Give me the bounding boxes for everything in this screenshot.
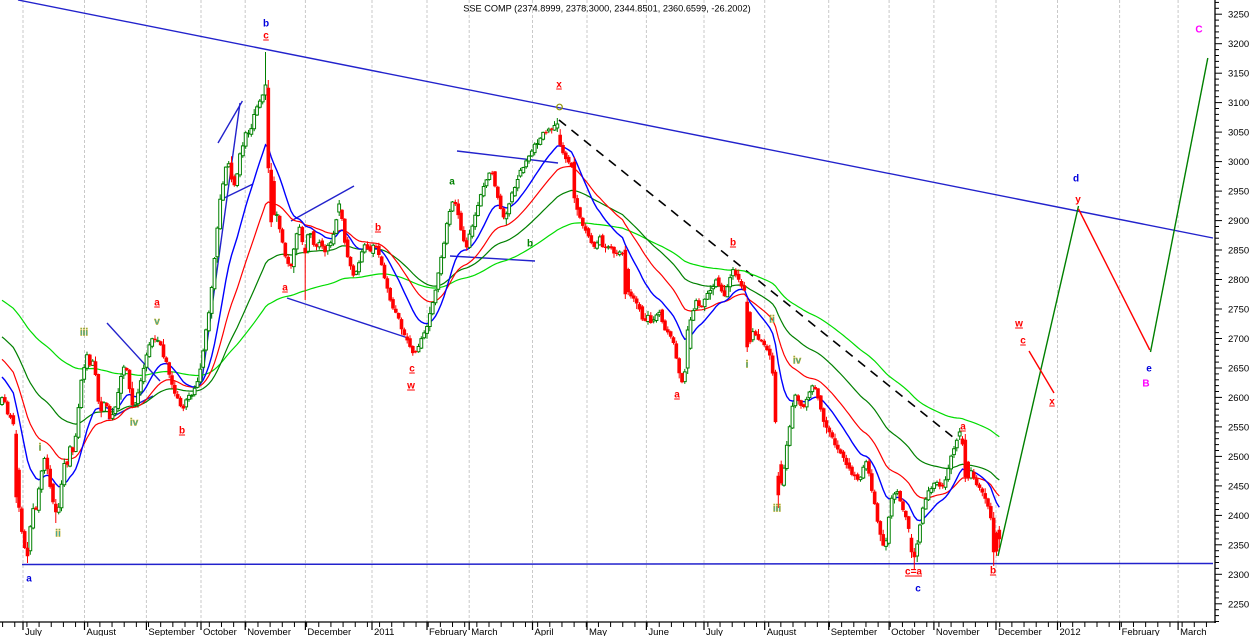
svg-text:December: December: [307, 627, 351, 636]
svg-text:September: September: [831, 627, 877, 636]
svg-text:c: c: [1020, 336, 1026, 347]
svg-text:2400: 2400: [1228, 511, 1249, 522]
svg-text:iv: iv: [130, 418, 139, 429]
svg-text:September: September: [148, 627, 194, 636]
svg-text:b: b: [263, 19, 269, 30]
svg-text:c: c: [915, 584, 921, 595]
svg-text:February: February: [429, 627, 467, 636]
svg-text:2500: 2500: [1228, 452, 1249, 463]
svg-text:2250: 2250: [1228, 599, 1249, 610]
svg-text:y: y: [1075, 195, 1081, 206]
svg-text:iv: iv: [793, 356, 802, 367]
svg-text:d: d: [1073, 174, 1079, 185]
svg-text:e: e: [1146, 364, 1152, 375]
svg-text:c: c: [263, 31, 269, 42]
svg-text:3050: 3050: [1228, 128, 1249, 139]
svg-text:3150: 3150: [1228, 69, 1249, 80]
svg-text:August: August: [767, 627, 797, 636]
svg-text:i: i: [746, 360, 749, 371]
svg-text:May: May: [589, 627, 607, 636]
svg-text:a: a: [154, 298, 160, 309]
svg-text:April: April: [535, 627, 554, 636]
svg-text:2850: 2850: [1228, 246, 1249, 257]
svg-text:b: b: [375, 223, 381, 234]
svg-text:2300: 2300: [1228, 570, 1249, 581]
svg-text:3000: 3000: [1228, 157, 1249, 168]
svg-text:3250: 3250: [1228, 10, 1249, 21]
svg-text:July: July: [706, 627, 723, 636]
svg-text:iii: iii: [80, 328, 89, 339]
svg-text:November: November: [936, 627, 980, 636]
svg-text:2650: 2650: [1228, 364, 1249, 375]
svg-text:b: b: [527, 239, 533, 250]
svg-text:2550: 2550: [1228, 422, 1249, 433]
svg-text:b: b: [990, 566, 996, 577]
svg-text:2011: 2011: [374, 627, 394, 636]
svg-text:C: C: [1195, 25, 1202, 36]
svg-text:B: B: [1142, 379, 1149, 390]
svg-text:2750: 2750: [1228, 305, 1249, 316]
svg-text:v: v: [154, 317, 160, 328]
svg-text:December: December: [998, 627, 1042, 636]
svg-text:March: March: [471, 627, 497, 636]
svg-text:ii: ii: [55, 529, 61, 540]
svg-text:i: i: [39, 443, 42, 454]
svg-text:x: x: [556, 80, 562, 91]
svg-text:November: November: [247, 627, 291, 636]
svg-text:March: March: [1180, 627, 1206, 636]
svg-text:June: June: [648, 627, 669, 636]
svg-text:2900: 2900: [1228, 216, 1249, 227]
svg-text:February: February: [1122, 627, 1160, 636]
svg-text:2800: 2800: [1228, 275, 1249, 286]
svg-text:2600: 2600: [1228, 393, 1249, 404]
svg-text:SSE COMP (2374.8999, 2378.3000: SSE COMP (2374.8999, 2378.3000, 2344.850…: [463, 4, 750, 14]
svg-text:2350: 2350: [1228, 540, 1249, 551]
svg-text:a: a: [674, 390, 680, 401]
svg-text:x: x: [1049, 397, 1055, 408]
svg-text:iii: iii: [773, 504, 782, 515]
svg-text:w: w: [406, 381, 415, 392]
svg-text:3100: 3100: [1228, 98, 1249, 109]
svg-text:October: October: [203, 627, 237, 636]
svg-text:2700: 2700: [1228, 334, 1249, 345]
svg-text:a: a: [282, 283, 288, 294]
svg-text:August: August: [87, 627, 117, 636]
svg-text:2012: 2012: [1060, 627, 1081, 636]
svg-text:c: c: [409, 364, 415, 375]
svg-text:c=a: c=a: [905, 567, 922, 578]
svg-text:b: b: [179, 426, 185, 437]
svg-text:July: July: [25, 627, 42, 636]
svg-text:2450: 2450: [1228, 481, 1249, 492]
svg-text:w: w: [1014, 319, 1023, 330]
svg-text:October: October: [891, 627, 925, 636]
svg-text:a: a: [26, 574, 32, 585]
svg-text:b: b: [730, 238, 736, 249]
svg-text:ii: ii: [769, 315, 775, 326]
svg-text:3200: 3200: [1228, 39, 1249, 50]
svg-text:a: a: [960, 422, 966, 433]
svg-text:a: a: [449, 177, 455, 188]
svg-text:2950: 2950: [1228, 187, 1249, 198]
